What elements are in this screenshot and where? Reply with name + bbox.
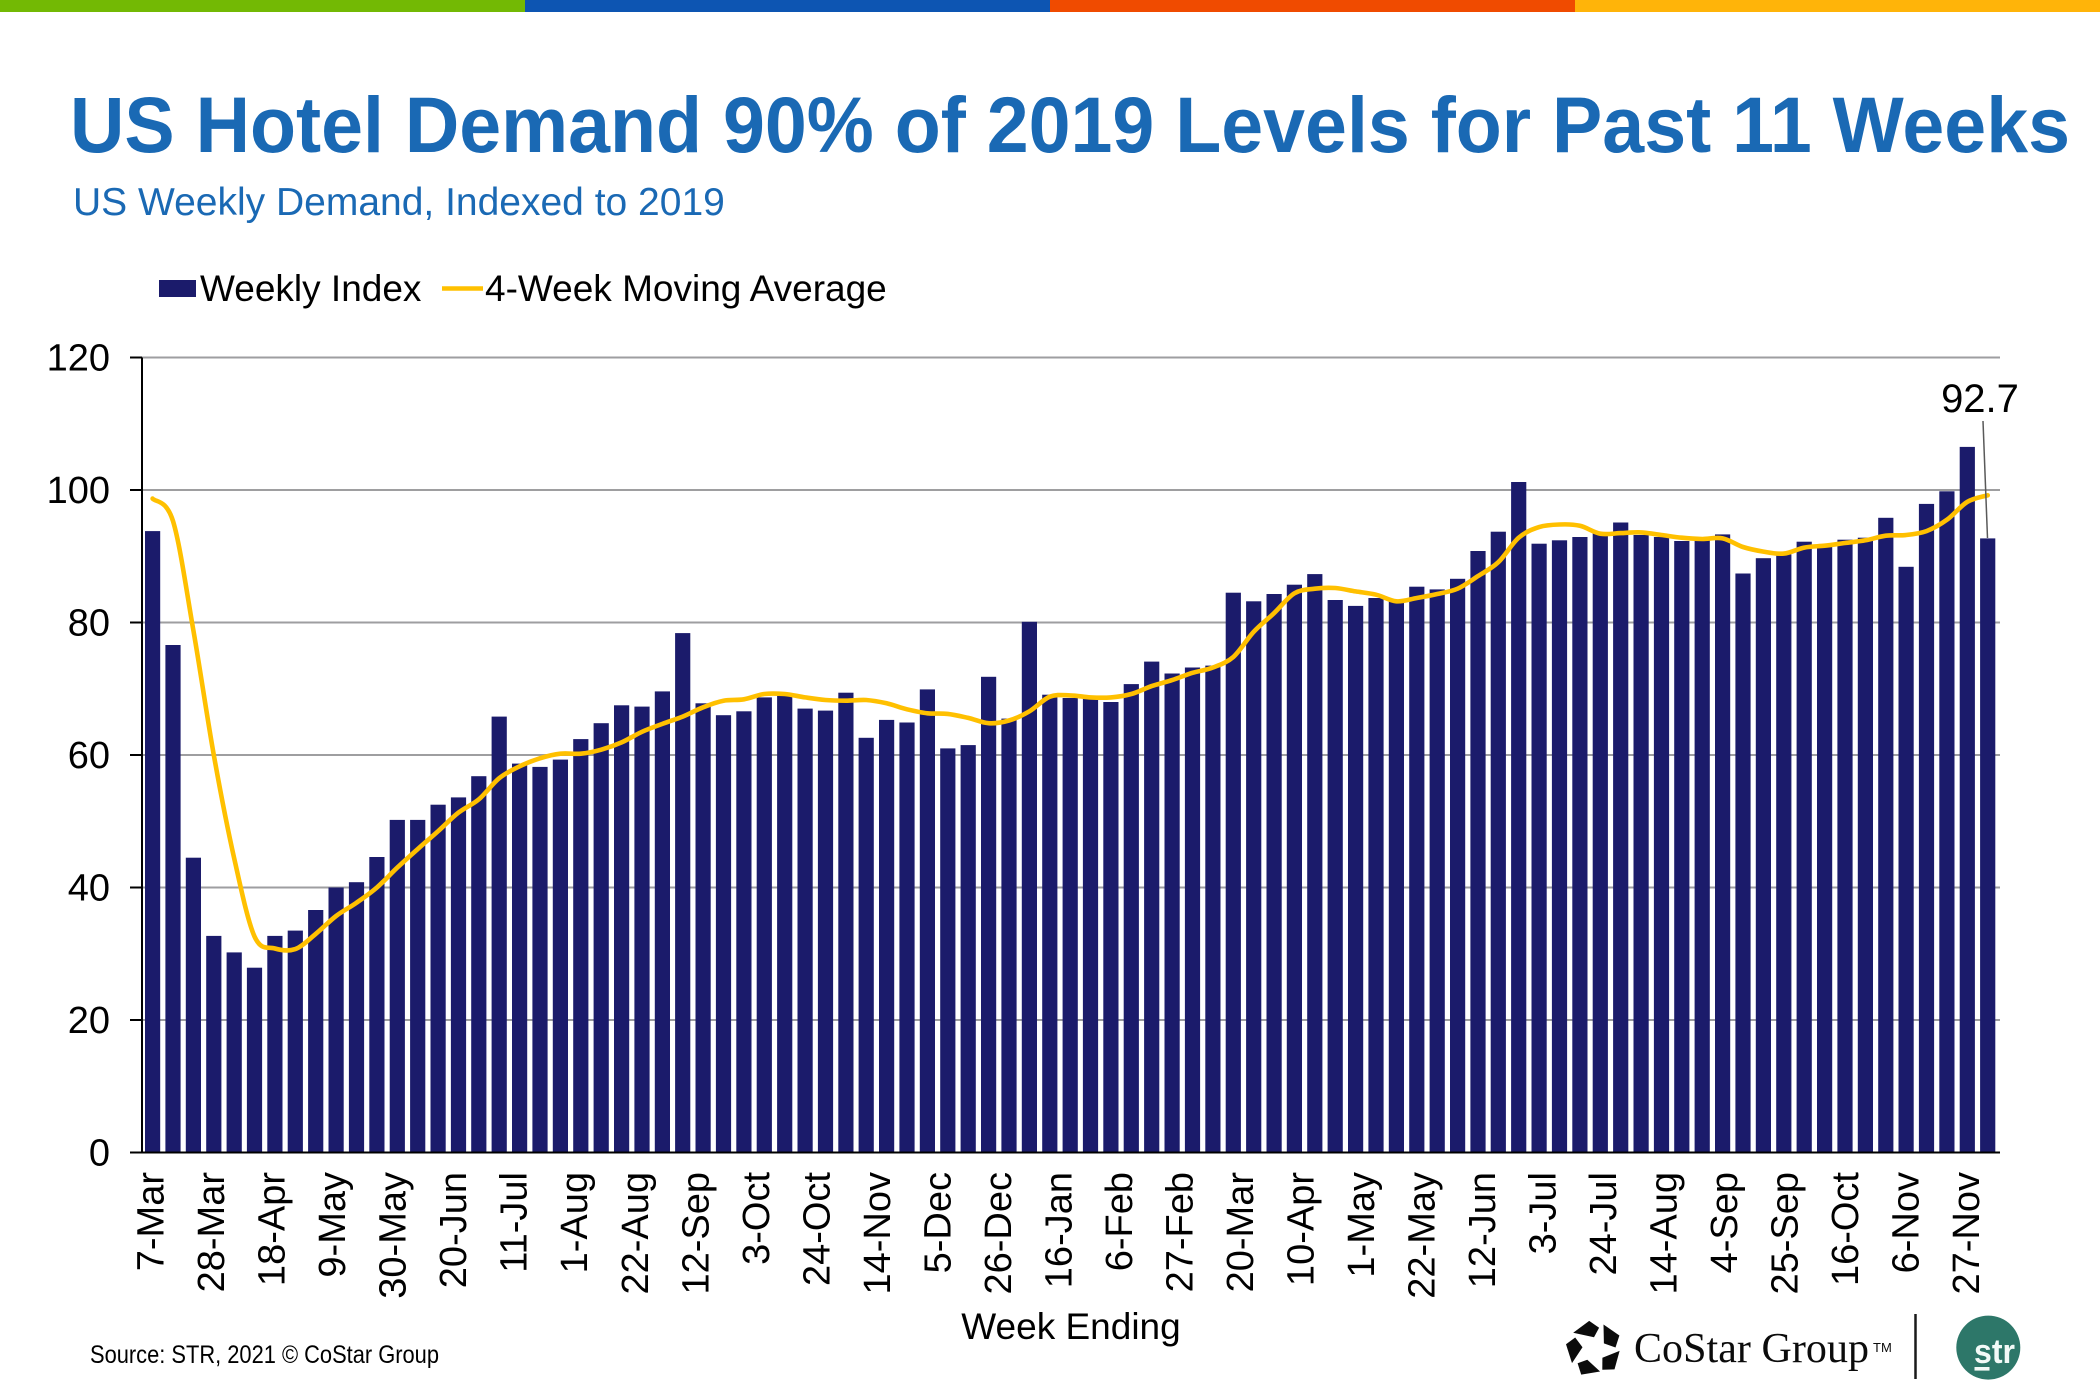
svg-text:1-Aug: 1-Aug — [554, 1172, 596, 1273]
svg-text:30-May: 30-May — [373, 1172, 415, 1299]
svg-text:24-Jul: 24-Jul — [1583, 1172, 1625, 1276]
svg-text:40: 40 — [68, 868, 110, 910]
svg-text:24-Oct: 24-Oct — [796, 1172, 838, 1286]
svg-text:25-Sep: 25-Sep — [1765, 1172, 1807, 1295]
svg-text:27-Nov: 27-Nov — [1946, 1172, 1988, 1295]
svg-text:26-Dec: 26-Dec — [978, 1172, 1020, 1295]
svg-text:5-Dec: 5-Dec — [917, 1172, 959, 1273]
svg-text:US Weekly Demand, Indexed to 2: US Weekly Demand, Indexed to 2019 — [73, 181, 725, 224]
svg-text:6-Feb: 6-Feb — [1099, 1172, 1141, 1271]
svg-text:US Hotel Demand 90% of 2019 Le: US Hotel Demand 90% of 2019 Levels for P… — [70, 80, 2070, 169]
svg-text:27-Feb: 27-Feb — [1159, 1172, 1201, 1292]
svg-text:6-Nov: 6-Nov — [1886, 1172, 1928, 1273]
svg-text:80: 80 — [68, 603, 110, 645]
svg-text:3-Oct: 3-Oct — [736, 1172, 778, 1265]
svg-text:16-Jan: 16-Jan — [1038, 1172, 1080, 1288]
svg-text:0: 0 — [89, 1133, 110, 1175]
svg-text:4-Week Moving Average: 4-Week Moving Average — [485, 268, 887, 309]
svg-text:92.7: 92.7 — [1941, 377, 2019, 421]
svg-text:CoStar Group: CoStar Group — [1634, 1326, 1869, 1372]
svg-text:7-Mar: 7-Mar — [131, 1172, 173, 1272]
svg-text:100: 100 — [47, 470, 110, 512]
svg-text:16-Oct: 16-Oct — [1825, 1172, 1867, 1286]
svg-text:20: 20 — [68, 1000, 110, 1042]
svg-text:4-Sep: 4-Sep — [1704, 1172, 1746, 1273]
svg-text:14-Nov: 14-Nov — [857, 1172, 899, 1295]
svg-text:14-Aug: 14-Aug — [1644, 1172, 1686, 1295]
svg-text:Source: STR, 2021 © CoStar Gro: Source: STR, 2021 © CoStar Group — [90, 1341, 439, 1369]
svg-text:3-Jul: 3-Jul — [1523, 1172, 1565, 1254]
svg-text:20-Jun: 20-Jun — [433, 1172, 475, 1288]
svg-text:120: 120 — [47, 338, 110, 380]
svg-text:10-Apr: 10-Apr — [1281, 1172, 1323, 1286]
svg-text:28-Mar: 28-Mar — [191, 1172, 233, 1293]
svg-text:12-Jun: 12-Jun — [1462, 1172, 1504, 1288]
svg-text:1-May: 1-May — [1341, 1172, 1383, 1278]
svg-text:60: 60 — [68, 735, 110, 777]
svg-text:Weekly Index: Weekly Index — [200, 268, 422, 309]
svg-text:11-Jul: 11-Jul — [494, 1172, 536, 1273]
svg-text:9-May: 9-May — [312, 1172, 354, 1278]
svg-text:str: str — [1974, 1333, 2015, 1371]
svg-text:TM: TM — [1873, 1340, 1892, 1355]
svg-text:22-Aug: 22-Aug — [615, 1172, 657, 1295]
svg-text:Week Ending: Week Ending — [961, 1306, 1180, 1347]
svg-text:18-Apr: 18-Apr — [252, 1172, 294, 1286]
svg-text:22-May: 22-May — [1402, 1172, 1444, 1299]
svg-text:20-Mar: 20-Mar — [1220, 1172, 1262, 1293]
svg-text:12-Sep: 12-Sep — [675, 1172, 717, 1295]
